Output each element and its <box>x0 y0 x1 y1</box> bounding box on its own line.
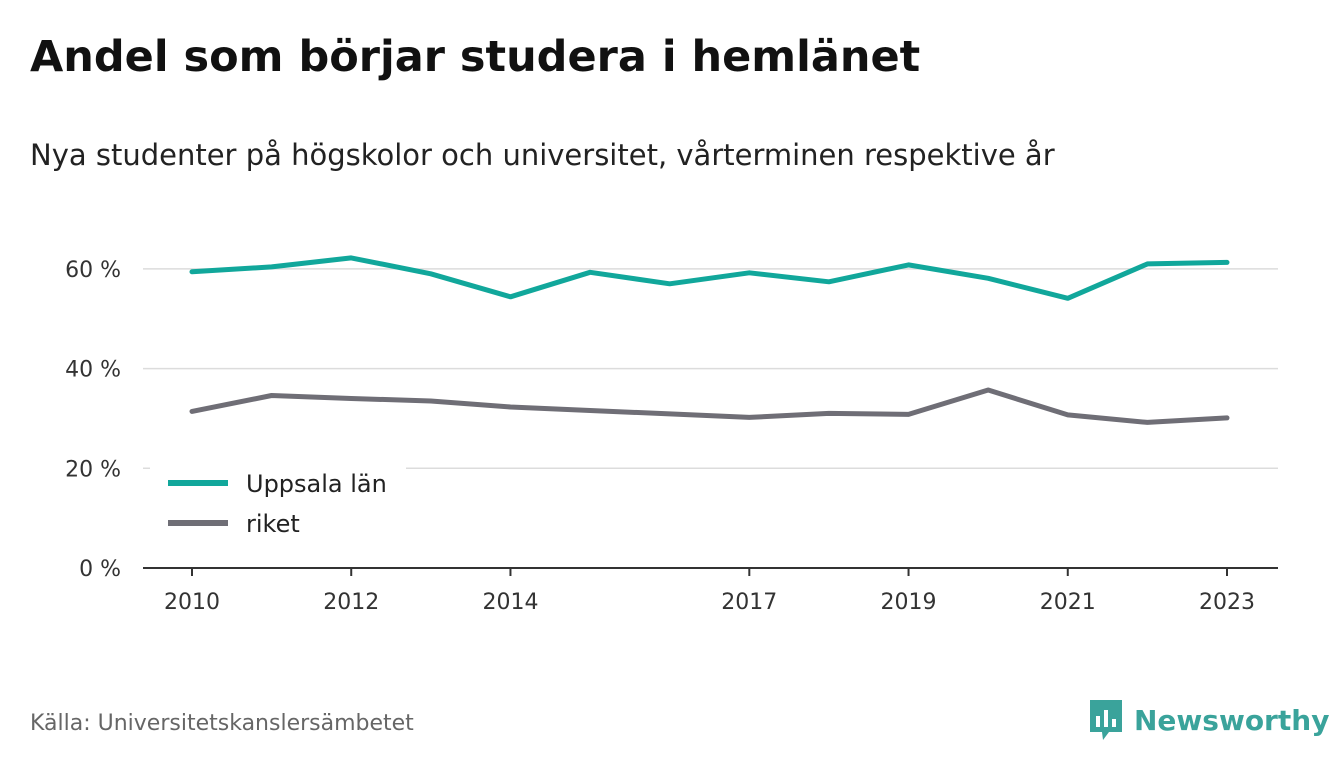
x-tick-label: 2012 <box>323 590 379 615</box>
y-tick-label: 0 % <box>79 557 121 582</box>
chart-subtitle: Nya studenter på högskolor och universit… <box>30 138 1055 172</box>
line-chart: 0 % 20 % 40 % 60 % 2010 2012 2014 2017 2019 2021 2… <box>65 255 1278 615</box>
brand-logo: Newsworthy <box>1088 698 1329 742</box>
chart-title: Andel som börjar studera i hemlänet <box>30 32 921 82</box>
x-tick-label: 2010 <box>164 590 220 615</box>
legend-background <box>150 464 406 550</box>
bar-chart-speech-bubble-icon <box>1090 700 1122 740</box>
legend: Uppsala län riket <box>150 464 406 550</box>
x-tick-label: 2014 <box>482 590 538 615</box>
series-line-uppsala-lan <box>189 255 1230 301</box>
axes: 0 % 20 % 40 % 60 % 2010 2012 2014 2017 2019 2021 2… <box>65 258 1278 615</box>
x-tick-label: 2017 <box>721 590 777 615</box>
series-line-riket <box>189 387 1230 425</box>
gridlines <box>143 268 1278 470</box>
series-lines <box>189 255 1230 425</box>
x-tick-label: 2019 <box>881 590 937 615</box>
legend-label: riket <box>246 510 300 538</box>
legend-label: Uppsala län <box>246 470 387 498</box>
y-tick-label: 20 % <box>65 457 121 482</box>
x-tick-label: 2023 <box>1199 590 1255 615</box>
y-tick-label: 40 % <box>65 358 121 383</box>
y-tick-label: 60 % <box>65 258 121 283</box>
x-tick-label: 2021 <box>1040 590 1096 615</box>
source-note: Källa: Universitetskanslersämbetet <box>30 711 414 736</box>
brand-name: Newsworthy <box>1134 703 1330 737</box>
